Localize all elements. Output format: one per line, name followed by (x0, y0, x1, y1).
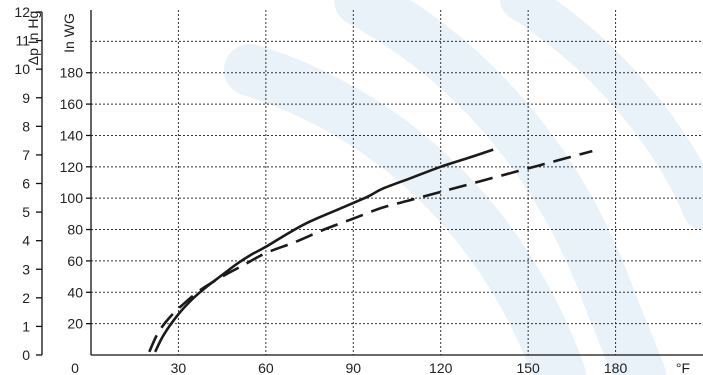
left-tick-label-5: 5 (22, 204, 30, 220)
grid-lines (91, 10, 703, 355)
tick-labels: 0123456789101112204060801001201401601800… (14, 4, 627, 375)
background-watermark (224, 0, 703, 375)
right-tick-label-160: 160 (60, 96, 84, 112)
left-tick-label-11: 11 (15, 33, 30, 49)
x-tick-label-30: 30 (171, 360, 187, 375)
left-tick-label-0: 0 (22, 347, 30, 363)
x-tick-label-180: 180 (604, 360, 628, 375)
x-tick-label-60: 60 (258, 360, 274, 375)
left-tick-label-1: 1 (22, 318, 30, 334)
x-tick-label-150: 150 (516, 360, 540, 375)
left-axis-label: Δp In Hg (25, 11, 41, 66)
x-tick-label-120: 120 (429, 360, 453, 375)
left-tick-label-4: 4 (22, 233, 30, 249)
series-line-dashed (148, 149, 593, 353)
left-tick-label-2: 2 (22, 290, 30, 306)
left-tick-label-9: 9 (22, 90, 30, 106)
series-line-solid (153, 148, 494, 353)
x-axis-label: °F (676, 360, 690, 375)
left-tick-label-12: 12 (14, 4, 30, 20)
curves (148, 148, 593, 353)
right-tick-label-60: 60 (67, 253, 83, 269)
left-tick-label-3: 3 (22, 261, 30, 277)
right-tick-label-40: 40 (67, 284, 83, 300)
left-tick-label-10: 10 (14, 61, 30, 77)
left-tick-label-8: 8 (22, 118, 30, 134)
x-tick-label-90: 90 (345, 360, 361, 375)
right-tick-label-80: 80 (67, 222, 83, 238)
right-tick-label-120: 120 (60, 159, 84, 175)
right-tick-label-20: 20 (67, 316, 83, 332)
left-tick-label-7: 7 (22, 147, 30, 163)
right-tick-label-180: 180 (60, 65, 84, 81)
right-tick-label-100: 100 (60, 190, 84, 206)
x-tick-label-0: 0 (71, 360, 79, 375)
right-tick-label-140: 140 (60, 127, 84, 143)
right-axis-label: In WG (61, 13, 77, 53)
left-tick-label-6: 6 (22, 176, 30, 192)
axes (36, 10, 703, 356)
